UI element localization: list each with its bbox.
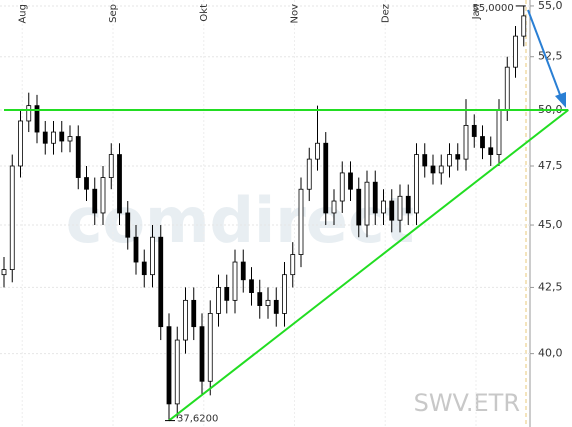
candle-body bbox=[224, 287, 230, 301]
x-tick-label: Nov bbox=[290, 4, 301, 24]
y-tick-label: 55,0 bbox=[538, 0, 563, 12]
candle-body bbox=[290, 254, 296, 276]
candle-body bbox=[232, 261, 238, 301]
y-tick-label: 40,0 bbox=[538, 347, 563, 360]
watermark: comdirect bbox=[66, 184, 415, 257]
candle-body bbox=[191, 299, 197, 328]
candle-body bbox=[364, 181, 370, 226]
arrow bbox=[527, 9, 563, 101]
candle-body bbox=[323, 142, 329, 214]
candle-body bbox=[265, 299, 271, 306]
candle-body bbox=[84, 177, 89, 190]
candle-body bbox=[67, 136, 73, 142]
candle-body bbox=[298, 188, 304, 255]
x-tick-label: Jan bbox=[471, 4, 482, 20]
candle-body bbox=[1, 269, 7, 276]
candle-body bbox=[257, 292, 263, 306]
candle-body bbox=[521, 15, 527, 37]
candle-body bbox=[174, 339, 180, 405]
candle-body bbox=[430, 165, 436, 174]
candle-body bbox=[59, 131, 65, 142]
x-tick-label: Aug bbox=[17, 4, 28, 24]
candle-body bbox=[34, 105, 40, 133]
candle-body bbox=[9, 165, 15, 270]
candle-body bbox=[480, 136, 485, 149]
candle-body bbox=[356, 188, 362, 226]
y-tick-label: 52,5 bbox=[538, 50, 563, 63]
candle-body bbox=[26, 105, 32, 122]
annotation-label: 55,0000 bbox=[472, 3, 513, 14]
candle-body bbox=[348, 172, 353, 190]
candle-body bbox=[125, 212, 131, 238]
candle-body bbox=[282, 274, 287, 314]
candle-body bbox=[141, 261, 147, 276]
candle-body bbox=[166, 326, 172, 405]
candle-body bbox=[513, 35, 518, 68]
candle-body bbox=[471, 124, 477, 137]
candle-body bbox=[117, 154, 122, 214]
candle-body bbox=[240, 261, 246, 281]
candle-body bbox=[372, 181, 378, 214]
candle-body bbox=[331, 200, 337, 214]
trend-line bbox=[168, 109, 569, 422]
symbol-label: SWV.ETR bbox=[414, 389, 520, 417]
candle-body bbox=[108, 154, 114, 178]
candle-body bbox=[273, 299, 279, 314]
candle-body bbox=[75, 136, 81, 178]
annotation-label: 37,6200 bbox=[177, 414, 218, 425]
candle-body bbox=[207, 313, 213, 382]
candle-body bbox=[405, 195, 411, 214]
y-tick-label: 47,5 bbox=[538, 159, 563, 172]
candle-body bbox=[422, 154, 428, 167]
candle-body bbox=[51, 131, 56, 144]
y-tick-label: 45,0 bbox=[538, 218, 563, 231]
candle-body bbox=[414, 154, 419, 214]
candle-body bbox=[199, 326, 205, 382]
candle-body bbox=[100, 177, 106, 214]
candle-body bbox=[216, 287, 221, 314]
candle-body bbox=[158, 236, 164, 328]
x-tick-label: Okt bbox=[199, 4, 210, 22]
candle-body bbox=[447, 154, 452, 167]
candle-body bbox=[133, 236, 139, 263]
candle-body bbox=[488, 147, 494, 155]
x-tick-label: Sep bbox=[108, 4, 119, 23]
candle-body bbox=[92, 188, 98, 214]
candle-body bbox=[315, 142, 320, 160]
candle-body bbox=[463, 124, 469, 160]
y-tick-label: 42,5 bbox=[538, 280, 563, 293]
candle-body bbox=[504, 66, 510, 111]
candle-body bbox=[249, 279, 254, 293]
candle-body bbox=[438, 165, 444, 174]
candle-body bbox=[496, 109, 502, 155]
candle-body bbox=[389, 200, 395, 221]
candle-body bbox=[18, 120, 23, 167]
candle-body bbox=[397, 195, 403, 221]
candle-body bbox=[339, 172, 345, 202]
candle-body bbox=[455, 154, 461, 160]
candle-body bbox=[306, 158, 312, 190]
x-tick-label: Dez bbox=[380, 4, 391, 23]
candle-body bbox=[381, 200, 386, 214]
candle-body bbox=[150, 236, 155, 276]
arrow-head bbox=[555, 92, 566, 108]
candle-body bbox=[42, 131, 48, 144]
candle-body bbox=[183, 299, 188, 341]
